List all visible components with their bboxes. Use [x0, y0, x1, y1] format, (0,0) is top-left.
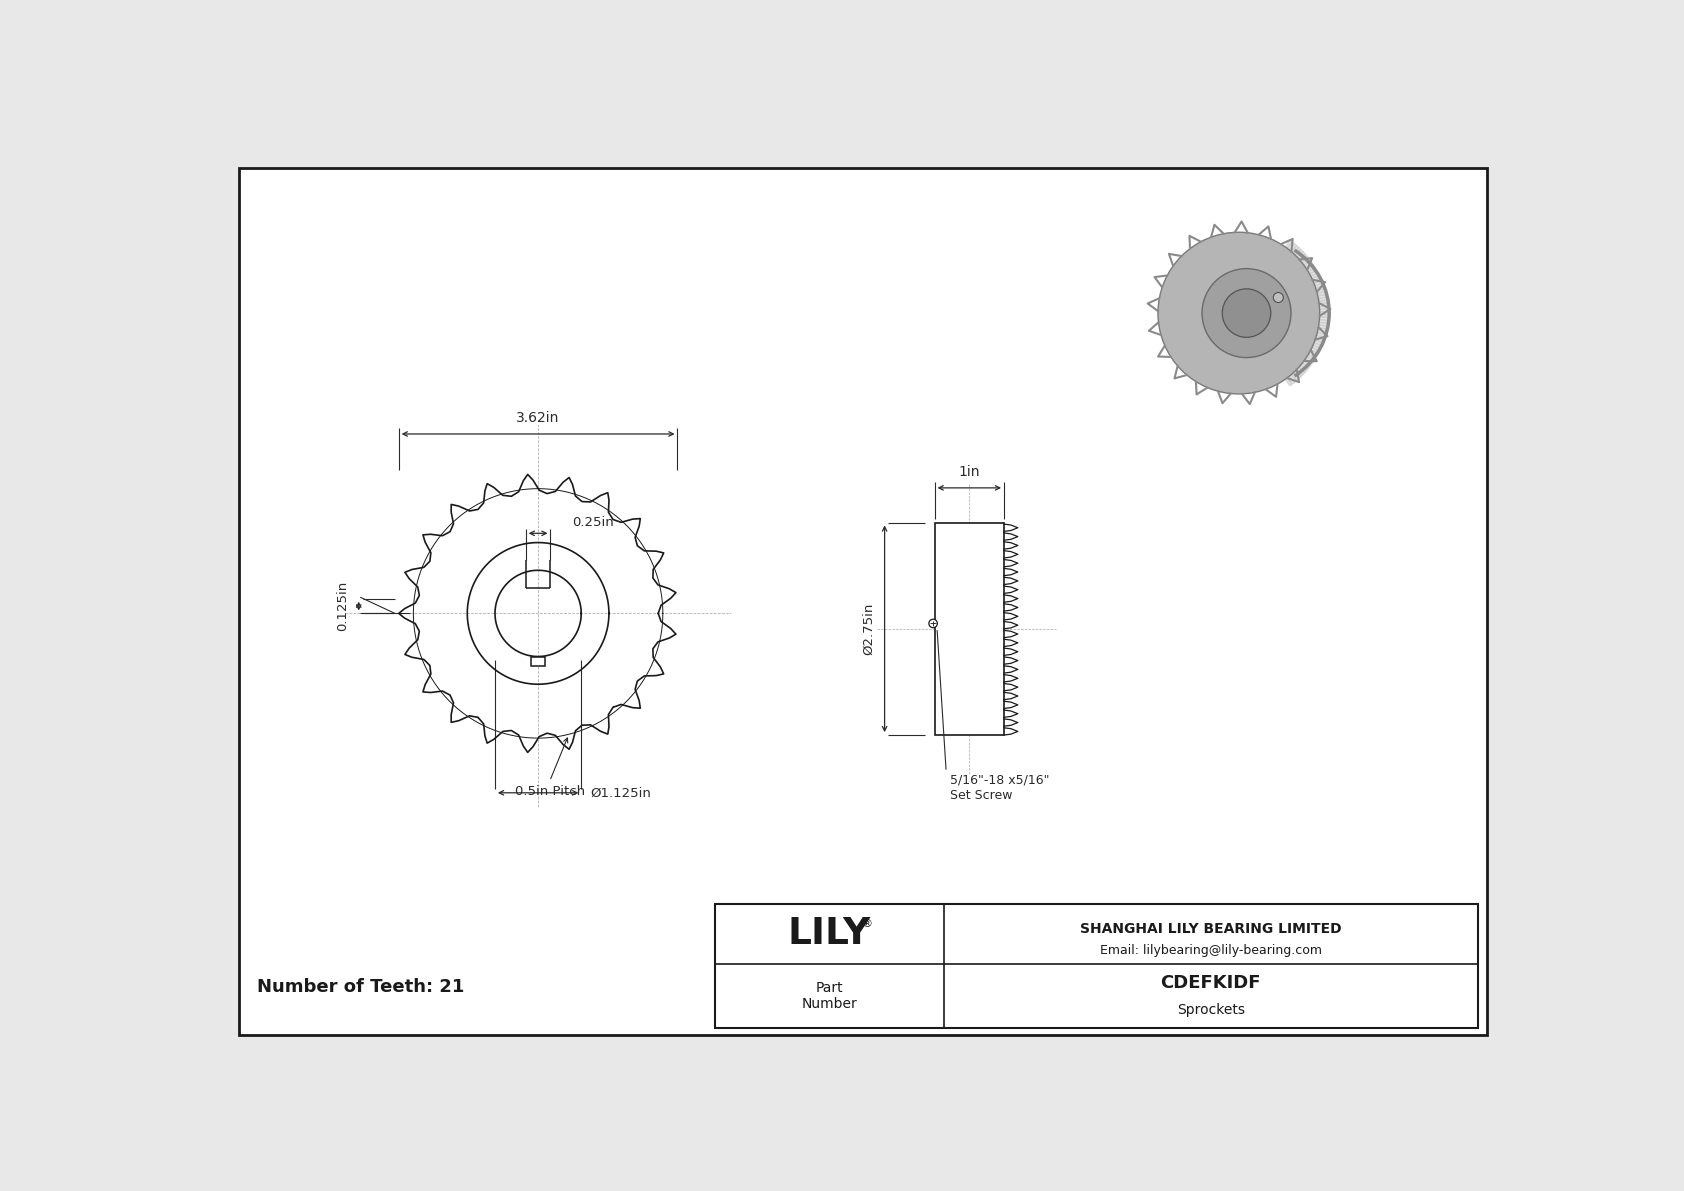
Circle shape: [1273, 293, 1283, 303]
Text: 0.25in: 0.25in: [573, 516, 613, 529]
Text: ®: ®: [862, 919, 872, 929]
Polygon shape: [1312, 339, 1322, 345]
Polygon shape: [1303, 263, 1314, 270]
Polygon shape: [1310, 344, 1320, 351]
Polygon shape: [1287, 242, 1295, 251]
Text: CDEFKIDF: CDEFKIDF: [1160, 974, 1261, 992]
Polygon shape: [1307, 268, 1317, 275]
Polygon shape: [1317, 319, 1327, 323]
Polygon shape: [1315, 292, 1325, 297]
Text: Ø2.75in: Ø2.75in: [862, 603, 876, 655]
Polygon shape: [1319, 317, 1327, 320]
Polygon shape: [1300, 362, 1308, 370]
Text: 5/16"-18 x5/16"
Set Screw: 5/16"-18 x5/16" Set Screw: [950, 773, 1049, 802]
Polygon shape: [1285, 376, 1292, 386]
Polygon shape: [1287, 375, 1295, 385]
Polygon shape: [1303, 356, 1314, 363]
Text: 0.125in: 0.125in: [337, 581, 350, 631]
Polygon shape: [1307, 351, 1317, 358]
Text: Sprockets: Sprockets: [1177, 1003, 1244, 1017]
Polygon shape: [1319, 312, 1327, 314]
Ellipse shape: [1223, 289, 1271, 337]
Polygon shape: [1319, 314, 1327, 318]
Polygon shape: [1317, 300, 1327, 304]
Text: 0.5in Pitch: 0.5in Pitch: [515, 785, 584, 798]
Polygon shape: [1308, 349, 1319, 356]
Circle shape: [930, 619, 938, 628]
Polygon shape: [1298, 254, 1307, 262]
Polygon shape: [1285, 241, 1292, 250]
Polygon shape: [1290, 372, 1298, 381]
Polygon shape: [1292, 248, 1302, 256]
Polygon shape: [1300, 256, 1308, 264]
Polygon shape: [1305, 354, 1315, 361]
Polygon shape: [1298, 364, 1307, 373]
Polygon shape: [1319, 308, 1327, 312]
Polygon shape: [1302, 360, 1310, 368]
Polygon shape: [1312, 281, 1322, 287]
Polygon shape: [1317, 294, 1327, 299]
Polygon shape: [1290, 245, 1298, 255]
Polygon shape: [1317, 303, 1327, 306]
Polygon shape: [1302, 258, 1310, 266]
Text: Ø1.125in: Ø1.125in: [591, 786, 652, 799]
Text: LILY: LILY: [788, 916, 871, 952]
Bar: [935, 523, 1004, 735]
Polygon shape: [1312, 278, 1322, 285]
Text: 1in: 1in: [958, 464, 980, 479]
Polygon shape: [1297, 366, 1305, 375]
Polygon shape: [1295, 249, 1303, 258]
Polygon shape: [1317, 298, 1327, 301]
Polygon shape: [1303, 358, 1312, 366]
Polygon shape: [1305, 266, 1315, 273]
Polygon shape: [1314, 286, 1324, 292]
Text: Email: lilybearing@lily-bearing.com: Email: lilybearing@lily-bearing.com: [1100, 943, 1322, 956]
Polygon shape: [1317, 328, 1327, 332]
Polygon shape: [1310, 347, 1319, 354]
Polygon shape: [1288, 373, 1297, 382]
Polygon shape: [1315, 332, 1325, 337]
Polygon shape: [1308, 270, 1319, 278]
Polygon shape: [1303, 261, 1312, 268]
Bar: [716, 904, 1477, 1028]
Polygon shape: [1317, 322, 1327, 326]
Ellipse shape: [1159, 232, 1320, 394]
Polygon shape: [1317, 325, 1327, 329]
Polygon shape: [1295, 368, 1303, 376]
Text: SHANGHAI LILY BEARING LIMITED: SHANGHAI LILY BEARING LIMITED: [1079, 922, 1342, 936]
Text: Part
Number: Part Number: [802, 980, 857, 1011]
Polygon shape: [1314, 335, 1324, 341]
Polygon shape: [1319, 306, 1327, 310]
Polygon shape: [1292, 369, 1302, 379]
Ellipse shape: [1202, 269, 1292, 357]
Polygon shape: [1310, 273, 1319, 280]
Polygon shape: [1314, 283, 1324, 289]
Polygon shape: [1314, 337, 1324, 343]
Polygon shape: [1297, 251, 1305, 260]
Text: 3.62in: 3.62in: [517, 411, 559, 425]
Bar: [530, 656, 546, 666]
Polygon shape: [1288, 244, 1297, 252]
Polygon shape: [1315, 288, 1325, 294]
Polygon shape: [1315, 330, 1325, 335]
Text: Number of Teeth: 21: Number of Teeth: 21: [258, 978, 465, 996]
Polygon shape: [1312, 342, 1322, 348]
Polygon shape: [1310, 275, 1320, 282]
